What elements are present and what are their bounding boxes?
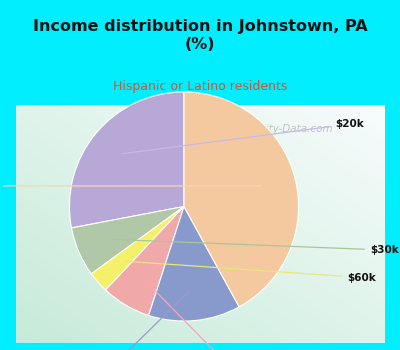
Text: $125k: $125k: [88, 290, 190, 350]
Text: $20k: $20k: [123, 119, 364, 154]
Text: $30k: $30k: [111, 239, 399, 255]
Wedge shape: [72, 206, 184, 274]
Text: $60k: $60k: [125, 261, 376, 282]
Wedge shape: [106, 206, 184, 315]
Text: Income distribution in Johnstown, PA
(%): Income distribution in Johnstown, PA (%): [33, 19, 367, 52]
Wedge shape: [91, 206, 184, 290]
Text: Hispanic or Latino residents: Hispanic or Latino residents: [113, 80, 287, 93]
Text: City-Data.com: City-Data.com: [252, 124, 332, 134]
Wedge shape: [149, 206, 239, 321]
Text: $40k: $40k: [144, 279, 250, 350]
Wedge shape: [184, 92, 298, 307]
Wedge shape: [70, 92, 184, 228]
Text: $50k: $50k: [0, 181, 261, 191]
